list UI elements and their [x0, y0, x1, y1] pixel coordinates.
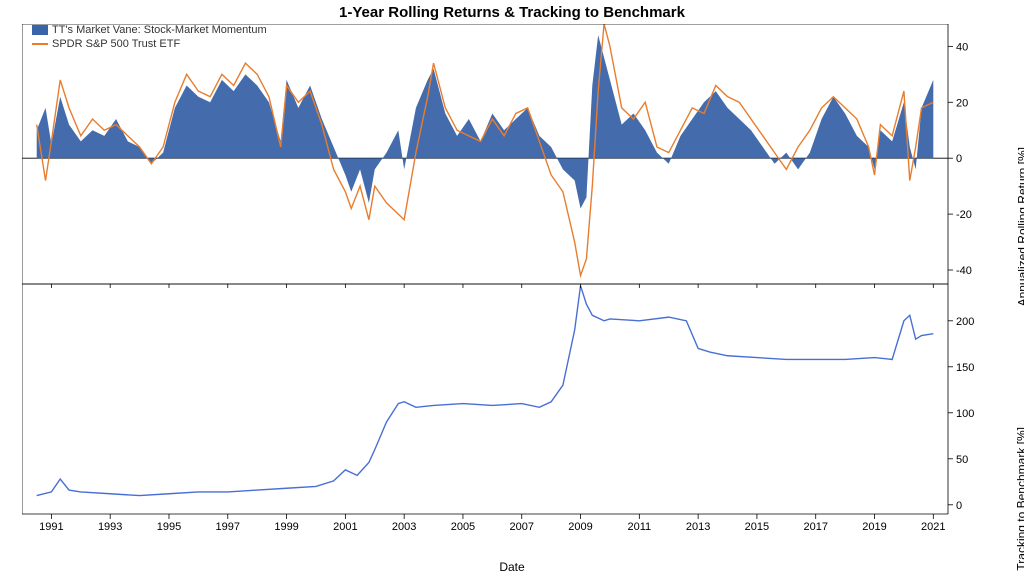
chart-container: 1-Year Rolling Returns & Tracking to Ben…	[0, 0, 1024, 576]
svg-text:2013: 2013	[686, 521, 710, 533]
plot-area: -40 -20 0 20 40 0 50 100 150 200 1991 1993 1995 1997 1…	[22, 24, 984, 534]
svg-text:50: 50	[956, 454, 968, 466]
chart-title: 1-Year Rolling Returns & Tracking to Ben…	[0, 4, 1024, 21]
y-axis-label-bottom: Tracking to Benchmark [%]	[1015, 427, 1024, 571]
chart-svg: -40 -20 0 20 40 0 50 100 150 200 1991 1993 1995 1997 1…	[22, 24, 984, 534]
svg-text:1999: 1999	[274, 521, 298, 533]
x-axis-label: Date	[0, 560, 1024, 574]
svg-text:2005: 2005	[451, 521, 475, 533]
svg-text:2009: 2009	[568, 521, 592, 533]
svg-text:20: 20	[956, 97, 968, 109]
svg-text:1993: 1993	[98, 521, 122, 533]
svg-text:150: 150	[956, 362, 974, 374]
svg-text:100: 100	[956, 408, 974, 420]
svg-text:-40: -40	[956, 265, 972, 277]
svg-text:2007: 2007	[510, 521, 534, 533]
svg-text:2015: 2015	[745, 521, 769, 533]
svg-text:2001: 2001	[333, 521, 357, 533]
svg-text:1997: 1997	[216, 521, 240, 533]
svg-text:1995: 1995	[157, 521, 181, 533]
svg-text:1991: 1991	[39, 521, 63, 533]
svg-text:-20: -20	[956, 209, 972, 221]
svg-text:2019: 2019	[862, 521, 886, 533]
svg-text:2011: 2011	[628, 521, 652, 533]
svg-text:2003: 2003	[392, 521, 416, 533]
svg-text:40: 40	[956, 41, 968, 53]
svg-text:2021: 2021	[921, 521, 945, 533]
svg-text:0: 0	[956, 500, 962, 512]
svg-text:0: 0	[956, 153, 962, 165]
svg-text:200: 200	[956, 316, 974, 328]
y-axis-label-top: Annualized Rolling Return [%]	[1015, 147, 1024, 306]
svg-text:2017: 2017	[803, 521, 827, 533]
